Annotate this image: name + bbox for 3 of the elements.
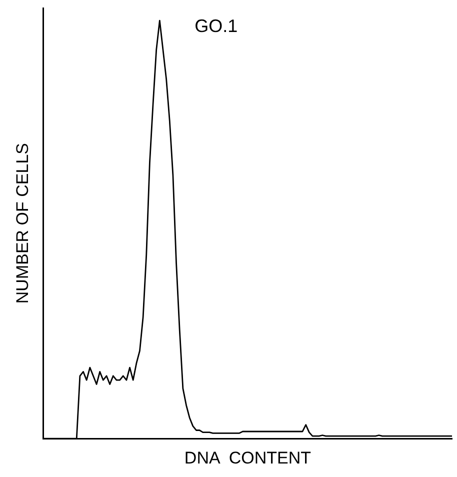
annotation: GO.1 [194,16,238,36]
x-axis-title: DNA CONTENT [184,448,311,468]
y-axis-title: NUMBER OF CELLS [12,143,32,304]
